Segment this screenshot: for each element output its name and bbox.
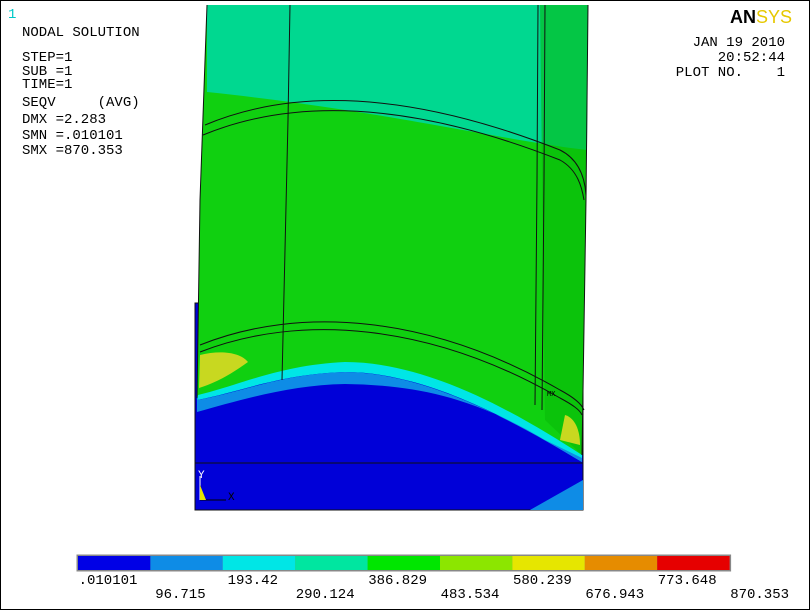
column-right-edge xyxy=(581,4,589,456)
info-line: SMN =.010101 xyxy=(22,128,123,144)
triad-y-label: Y xyxy=(198,470,205,482)
info-line: SMX =870.353 xyxy=(22,143,123,159)
legend-label: 483.534 xyxy=(441,587,500,603)
stamp-line: PLOT NO. 1 xyxy=(676,65,785,81)
base-stress-zone xyxy=(530,480,583,510)
hotspot-right xyxy=(560,415,580,445)
legend-swatch xyxy=(295,556,368,570)
legend-label: 290.124 xyxy=(296,587,355,603)
legend-label: .010101 xyxy=(79,573,138,589)
legend-label: 580.239 xyxy=(513,573,572,589)
column-contour-line xyxy=(202,110,585,201)
legend-swatch xyxy=(367,556,440,570)
legend-swatch xyxy=(440,556,513,570)
legend-label: 193.42 xyxy=(228,573,278,589)
legend-label: 96.715 xyxy=(155,587,205,603)
column-contour-line xyxy=(199,321,585,411)
legend-swatch xyxy=(150,556,223,570)
legend: .010101 96.715 193.42 290.124 386.829 483.534… xyxy=(76,554,789,603)
triad-x-label: X xyxy=(228,492,235,504)
column-transition-zone xyxy=(197,362,582,462)
column-shade xyxy=(540,5,588,455)
legend-swatch xyxy=(657,556,730,570)
info-line: DMX =2.283 xyxy=(22,112,106,128)
triad-z-axis xyxy=(200,485,206,500)
legend-label: 870.353 xyxy=(730,587,789,603)
hotspot-left xyxy=(199,352,248,388)
legend-swatch xyxy=(78,556,151,570)
logo: ANSYS xyxy=(730,7,792,27)
info-line: NODAL SOLUTION xyxy=(22,25,140,41)
column-contour-line xyxy=(199,329,583,416)
legend-label: 386.829 xyxy=(368,573,427,589)
column-line xyxy=(281,4,291,381)
column-upper-zone xyxy=(207,5,588,150)
stamp-line: 20:52:44 xyxy=(718,50,785,66)
info-line: STEP=1 xyxy=(22,50,72,66)
column-contour-line xyxy=(204,100,587,196)
window-number: 1 xyxy=(8,7,16,23)
stamp-line: JAN 19 2010 xyxy=(693,35,785,51)
max-marker: MX xyxy=(547,391,556,399)
legend-swatch xyxy=(512,556,585,570)
legend-swatch xyxy=(584,556,658,570)
legend-label: 773.648 xyxy=(658,573,717,589)
logo-sys: SYS xyxy=(756,7,792,27)
legend-label: 676.943 xyxy=(585,587,644,603)
logo-an: AN xyxy=(730,7,756,27)
column-line xyxy=(534,4,539,406)
info-line: SUB =1 xyxy=(22,64,72,80)
column-line xyxy=(541,4,546,411)
column-left-edge xyxy=(196,4,208,399)
info-line: TIME=1 xyxy=(22,77,72,93)
legend-swatch xyxy=(222,556,296,570)
info-line: SEQV (AVG) xyxy=(22,95,140,111)
